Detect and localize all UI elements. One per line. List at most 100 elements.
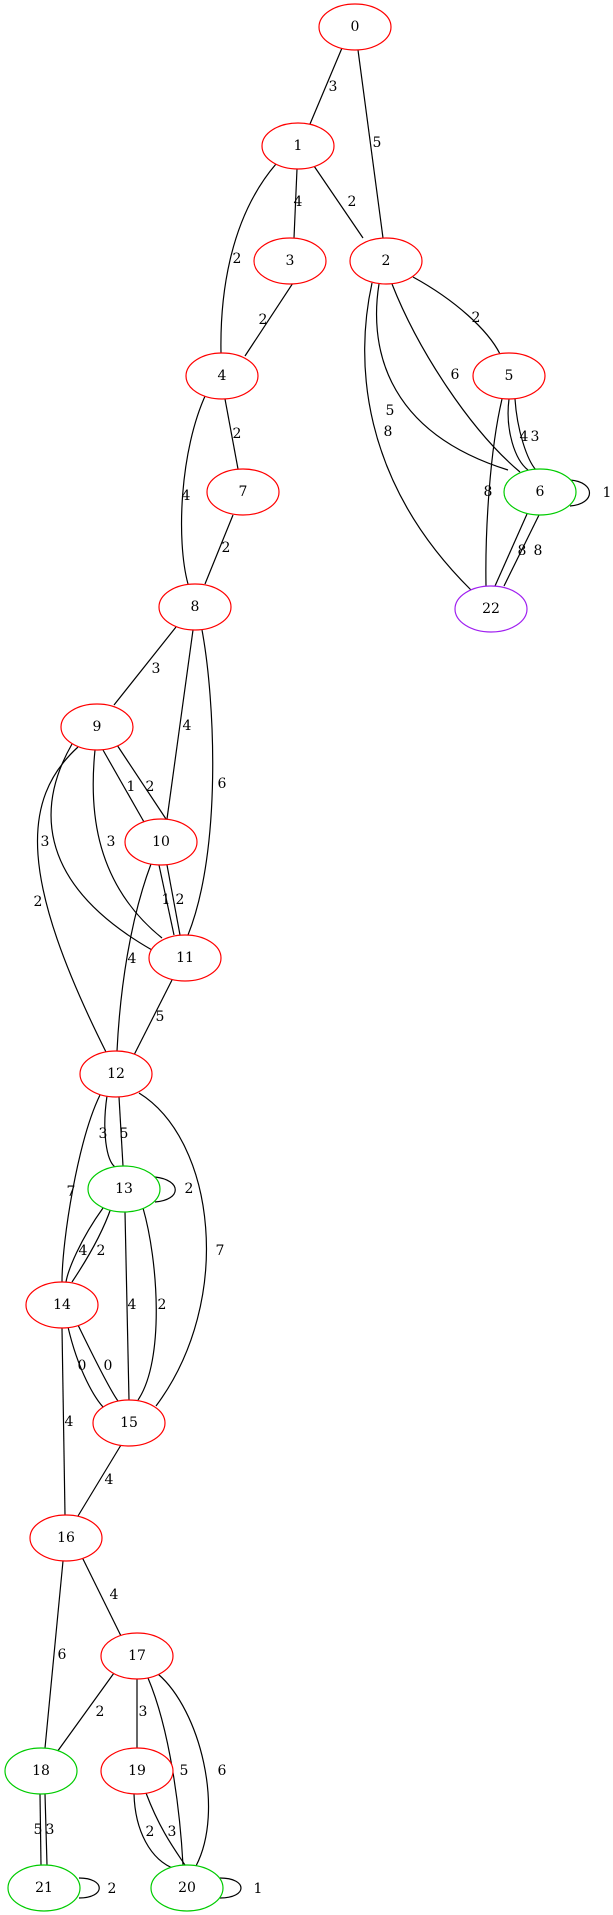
node-8[interactable]: 8 [158,583,232,631]
edge-weight-label: 8 [484,484,493,500]
node-label: 19 [128,1763,146,1779]
node-21[interactable]: 21 [7,1864,81,1912]
edge-weight-label: 0 [104,1358,113,1374]
edge-line [71,1207,112,1283]
edge-weight-label: 4 [128,1297,137,1313]
node-11[interactable]: 11 [148,934,222,982]
edge-18-21: 5 [34,1793,42,1866]
edge-line [503,514,540,587]
edge-20-20: 1 [219,1877,262,1899]
edge-weight-label: 5 [180,1763,189,1779]
node-label: 16 [57,1530,75,1546]
edge-weight-label: 8 [384,424,393,440]
edge-14-16: 4 [61,1327,74,1516]
node-14[interactable]: 14 [25,1281,99,1329]
edge-weight-label: 6 [451,367,460,383]
node-13[interactable]: 13 [87,1165,161,1213]
edge-0-1: 3 [309,47,343,125]
edge-line [364,282,472,591]
edge-line [39,1793,42,1866]
edge-line [357,49,384,239]
edge-line [309,47,343,125]
edge-6-22: 8 [494,513,528,587]
edge-weight-label: 4 [128,951,137,967]
node-15[interactable]: 15 [92,1399,166,1447]
node-label: 17 [128,1648,146,1664]
edge-9-11: 3 [92,749,163,939]
edge-14-15: 0 [77,1324,119,1402]
edge-line [56,1672,115,1753]
node-9[interactable]: 9 [60,703,134,751]
edge-line [78,1877,100,1899]
node-label: 2 [382,253,391,269]
node-18[interactable]: 18 [4,1747,78,1795]
edge-line [220,163,277,354]
edge-weight-label: 2 [348,194,357,210]
node-7[interactable]: 7 [206,468,280,516]
edge-19-20: 3 [145,1792,186,1866]
edge-line [61,1327,66,1516]
edge-12-15: 7 [138,1092,225,1407]
node-20[interactable]: 20 [150,1864,224,1912]
node-17[interactable]: 17 [100,1632,174,1680]
node-label: 7 [239,484,248,500]
edge-1-3: 4 [293,168,303,239]
edge-line [569,479,590,507]
node-16[interactable]: 16 [29,1514,103,1562]
node-22[interactable]: 22 [454,585,528,633]
edge-line [157,1673,209,1867]
edge-weight-label: 1 [127,779,136,795]
edge-weight-label: 0 [78,1358,87,1374]
edge-weight-label: 6 [218,1763,227,1779]
edge-0-2: 5 [357,49,384,239]
edge-9-12: 2 [34,746,107,1053]
node-label: 9 [93,719,102,735]
edge-weight-label: 2 [34,894,43,910]
node-ellipse [150,1864,224,1912]
edge-16-18: 6 [44,1560,67,1749]
edge-line [485,398,503,587]
node-12[interactable]: 12 [79,1050,153,1098]
edge-10-11: 1 [158,864,175,936]
node-3[interactable]: 3 [253,237,327,285]
node-label: 22 [482,601,500,617]
node-1[interactable]: 1 [261,122,335,170]
edge-10-11: 2 [166,864,184,936]
edge-line [313,165,364,239]
node-5[interactable]: 5 [472,352,546,400]
edge-weight-label: 2 [233,426,242,442]
node-2[interactable]: 2 [349,237,423,285]
node-0[interactable]: 0 [318,3,392,51]
node-ellipse [318,3,392,51]
node-ellipse [7,1864,81,1912]
node-ellipse [185,352,259,400]
node-ellipse [148,934,222,982]
edge-1-4: 2 [220,163,277,354]
edge-line [391,283,521,473]
edge-line [412,276,501,355]
edge-13-14: 2 [71,1207,112,1283]
edge-line [187,629,214,936]
edge-5-22: 8 [484,398,503,587]
node-19[interactable]: 19 [100,1747,174,1795]
edge-weight-label: 2 [96,1704,105,1720]
edge-4-8: 4 [180,393,207,585]
node-label: 6 [536,484,545,500]
edge-line [61,1094,101,1283]
edge-weight-label: 7 [67,1184,76,1200]
edge-weight-label: 7 [216,1243,225,1259]
edge-8-11: 6 [187,629,227,936]
edge-line [124,1211,130,1401]
node-10[interactable]: 10 [124,818,198,866]
edge-line [137,1207,157,1401]
node-ellipse [29,1514,103,1562]
edge-19-20: 2 [133,1793,176,1870]
edge-line [44,1793,48,1866]
edge-line [293,168,298,239]
edge-9-10: 1 [102,749,145,823]
node-4[interactable]: 4 [185,352,259,400]
edge-5-6: 4 [507,398,529,471]
node-6[interactable]: 6 [503,468,577,516]
edge-line [116,863,152,1052]
